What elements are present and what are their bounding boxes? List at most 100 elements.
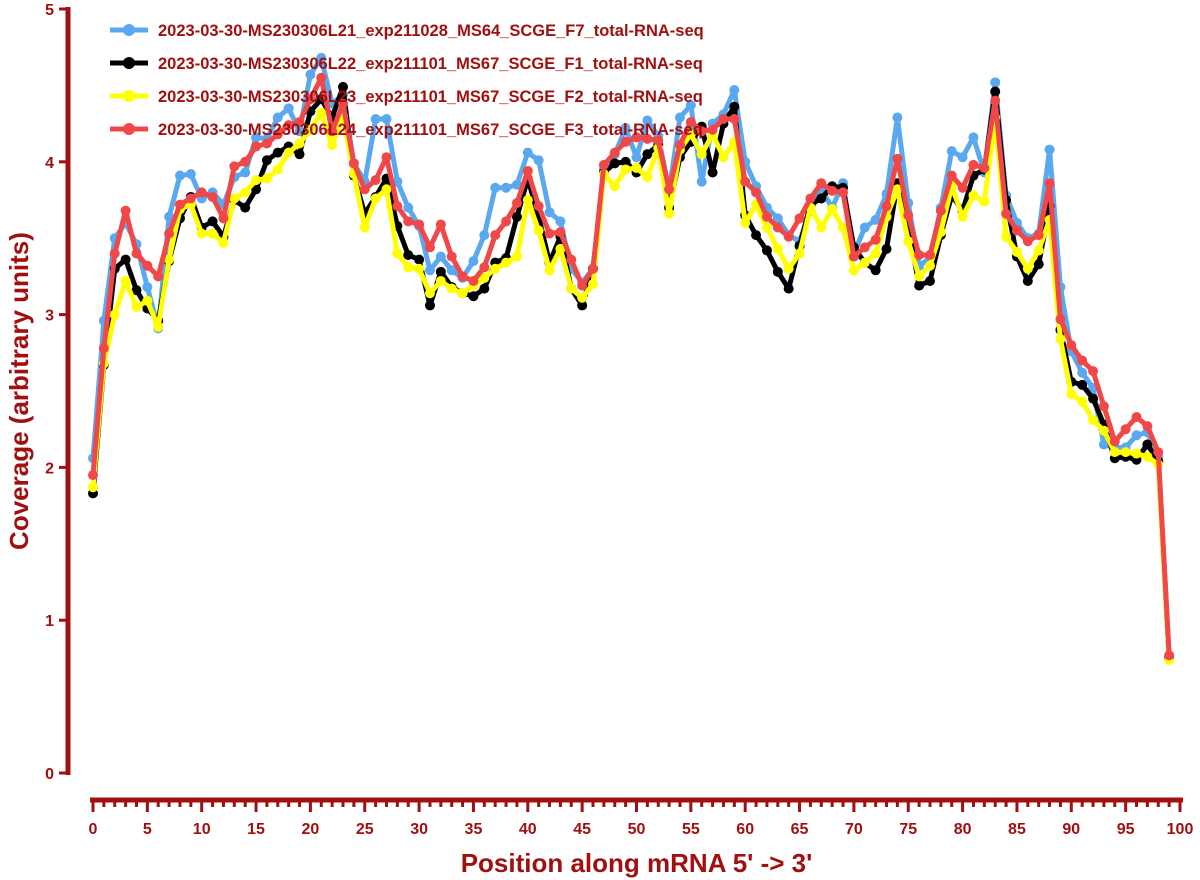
y-tick-label: 5: [45, 2, 54, 19]
data-point: [185, 193, 196, 204]
data-point: [783, 231, 794, 242]
data-point: [370, 175, 381, 186]
data-point: [566, 283, 577, 294]
data-point: [979, 196, 990, 207]
data-point: [598, 159, 609, 170]
x-tick-label: 35: [465, 821, 483, 838]
data-point: [620, 164, 631, 175]
data-point: [1001, 231, 1012, 242]
data-point: [142, 295, 153, 306]
data-point: [1033, 259, 1044, 270]
data-point: [414, 263, 425, 274]
data-point: [674, 112, 685, 123]
data-point: [533, 155, 544, 166]
x-tick-label: 0: [89, 821, 98, 838]
data-point: [348, 158, 359, 169]
data-point: [1055, 314, 1066, 325]
data-point: [120, 254, 131, 265]
data-point: [468, 275, 479, 286]
data-point: [859, 257, 870, 268]
data-point: [240, 202, 251, 213]
data-point: [424, 300, 435, 311]
data-point: [207, 228, 218, 239]
data-point: [827, 185, 838, 196]
data-point: [761, 222, 772, 233]
data-point: [164, 228, 175, 239]
x-tick-label: 60: [736, 821, 754, 838]
data-point: [424, 242, 435, 253]
x-tick-label: 85: [1008, 821, 1026, 838]
data-point: [88, 470, 98, 481]
data-point: [142, 260, 153, 271]
x-tick-label: 65: [791, 821, 809, 838]
series-line: [90, 84, 1172, 659]
data-point: [501, 257, 512, 268]
data-point: [674, 139, 685, 150]
data-point: [1131, 430, 1142, 441]
data-point: [816, 178, 827, 189]
legend-swatch-marker: [123, 123, 135, 135]
data-point: [305, 124, 316, 135]
data-point: [946, 170, 957, 181]
x-tick-label: 45: [573, 821, 591, 838]
data-point: [1142, 439, 1153, 450]
data-point: [761, 245, 772, 256]
data-point: [435, 266, 446, 277]
data-point: [924, 275, 935, 286]
data-point: [609, 158, 620, 169]
data-point: [729, 101, 740, 112]
data-point: [131, 285, 142, 296]
series-1: [88, 52, 1175, 662]
data-point: [848, 251, 859, 262]
data-point: [272, 129, 283, 140]
data-point: [403, 202, 414, 213]
data-point: [511, 211, 522, 222]
data-point: [751, 187, 762, 198]
data-point: [903, 210, 914, 221]
data-point: [783, 283, 794, 294]
data-point: [642, 149, 653, 160]
data-point: [1077, 379, 1088, 390]
data-point: [131, 301, 142, 312]
data-point: [1088, 366, 1099, 377]
data-point: [935, 205, 946, 216]
data-point: [783, 263, 794, 274]
data-point: [446, 251, 457, 262]
x-tick-label: 50: [628, 821, 646, 838]
data-point: [479, 230, 490, 241]
series-layer: [88, 52, 1175, 665]
data-point: [805, 193, 816, 204]
data-point: [240, 167, 251, 178]
data-point: [729, 114, 740, 125]
data-point: [729, 84, 740, 95]
data-point: [555, 216, 566, 227]
data-point: [631, 162, 642, 173]
data-point: [272, 147, 283, 158]
x-tick-label: 20: [302, 821, 320, 838]
data-point: [261, 138, 272, 149]
data-point: [957, 211, 968, 222]
data-point: [338, 98, 349, 109]
x-tick-label: 55: [682, 821, 700, 838]
data-point: [740, 217, 751, 228]
data-point: [479, 283, 490, 294]
data-point: [414, 254, 425, 265]
data-point: [870, 234, 881, 245]
data-point: [533, 201, 544, 212]
data-point: [555, 227, 566, 238]
x-tick-label: 75: [899, 821, 917, 838]
series-line: [90, 75, 1172, 656]
x-tick-label: 5: [143, 821, 152, 838]
series-4: [88, 72, 1175, 661]
legend-swatch-marker: [123, 57, 135, 69]
y-tick-label: 0: [45, 766, 54, 783]
data-point: [392, 201, 403, 212]
data-point: [968, 159, 979, 170]
series-3: [88, 107, 1175, 665]
data-point: [1044, 178, 1055, 189]
data-point: [1077, 396, 1088, 407]
data-point: [1022, 263, 1033, 274]
data-point: [1109, 436, 1120, 447]
data-point: [240, 156, 251, 167]
